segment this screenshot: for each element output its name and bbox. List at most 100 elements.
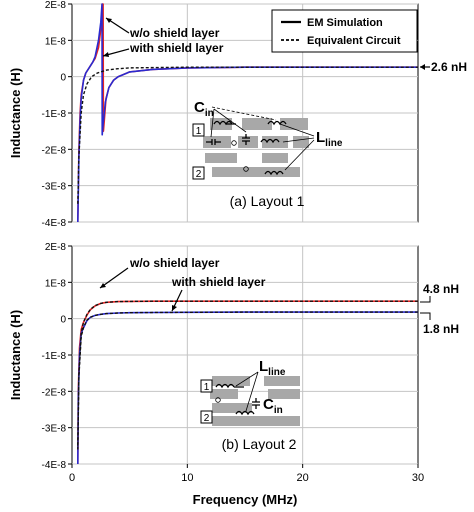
value-marker-bracket-1-8nh <box>420 312 431 320</box>
legend: EM Simulation Equivalent Circuit <box>271 9 418 53</box>
port-2-box <box>200 410 213 424</box>
layout-2-diagram: 1 2 Lline Cin <box>200 358 300 426</box>
series-line-equivalent-circuit-a <box>77 66 418 204</box>
y-tick-label: -2E-8 <box>42 387 67 398</box>
y-ticks-b: 2E-8 1E-8 0 -1E-8 -2E-8 -3E-8 -4E-8 <box>42 242 72 471</box>
inductor-symbol <box>260 138 280 144</box>
diagram-block <box>212 416 300 426</box>
panel-caption-a: (a) Layout 1 <box>230 193 305 209</box>
x-tick-label: 20 <box>297 472 309 484</box>
via-symbol <box>243 166 249 172</box>
label-l-line-a: Lline <box>316 129 343 149</box>
x-tick-label: 10 <box>181 472 193 484</box>
value-label-4-8nh: 4.8 nH <box>423 282 459 296</box>
y-tick-label: 1E-8 <box>45 36 67 47</box>
port-1-box <box>192 123 205 137</box>
label-pointer <box>282 137 315 143</box>
diagram-block <box>280 118 308 130</box>
label-pointer <box>213 108 247 133</box>
grid-b <box>72 245 418 465</box>
port-2-label: 2 <box>204 413 210 424</box>
diagram-block <box>205 153 237 163</box>
series-group-b <box>77 300 418 465</box>
series-line-equivalent-circuit-with-shield-b <box>77 311 418 450</box>
layout-1-diagram: 1 2 Cin Lline <box>192 99 343 180</box>
via-symbol <box>231 140 237 146</box>
value-label-2-6nh: 2.6 nH <box>431 60 467 74</box>
y-axis-label-a: Inductance (H) <box>8 68 23 158</box>
diagram-block <box>212 167 300 177</box>
arrowhead <box>106 18 112 23</box>
annotation-arrow-wo-shield-b <box>99 267 129 289</box>
annotation-with-shield-a: with shield layer <box>129 41 224 55</box>
inductor-symbol <box>264 170 284 176</box>
x-ticks-b: 0 10 20 30 <box>69 464 424 484</box>
inductor-symbol <box>215 383 244 389</box>
panel-b: 2E-8 1E-8 0 -1E-8 -2E-8 -3E-8 -4E-8 0 10 20 30 In… <box>8 242 459 507</box>
port-1-label: 1 <box>204 382 210 393</box>
arrowhead <box>420 64 425 70</box>
series-line-equivalent-circuit-w-o-shield-b <box>77 300 418 446</box>
series-group-a <box>77 3 418 223</box>
y-axis-label-b: Inductance (H) <box>8 310 23 400</box>
port-2-label: 2 <box>196 169 202 180</box>
diagram-block <box>238 136 258 148</box>
diagram-block <box>212 376 250 386</box>
diagram-block <box>212 403 252 413</box>
label-pointer <box>211 106 277 121</box>
panel-a: 2E-8 1E-8 0 -1E-8 -2E-8 -3E-8 -4E-8 Inductance… <box>8 0 467 229</box>
label-c-in-b: Cin <box>263 396 283 416</box>
y-tick-label: -4E-8 <box>42 218 67 229</box>
y-tick-label: -1E-8 <box>42 109 67 120</box>
capacitor-symbol <box>206 139 221 145</box>
port-1-label: 1 <box>196 126 202 137</box>
arrowhead <box>103 52 109 57</box>
diagram-block <box>264 376 300 386</box>
diagram-block <box>262 153 288 163</box>
arrowhead <box>100 283 106 288</box>
legend-label-equivalent-circuit: Equivalent Circuit <box>307 35 401 47</box>
port-2-box <box>192 166 205 180</box>
diagram-block <box>293 136 309 148</box>
via-symbol <box>215 397 221 403</box>
x-tick-label: 0 <box>69 472 75 484</box>
label-pointer <box>284 139 315 171</box>
legend-label-em-simulation: EM Simulation <box>307 17 383 29</box>
inductor-symbol <box>235 410 255 416</box>
diagram-block <box>262 136 288 148</box>
y-ticks-a: 2E-8 1E-8 0 -1E-8 -2E-8 -3E-8 -4E-8 <box>42 0 72 229</box>
legend-box <box>271 9 418 53</box>
diagram-block <box>242 118 272 130</box>
label-l-line-b: Lline <box>259 358 286 378</box>
label-pointer <box>210 108 215 138</box>
annotation-wo-shield-a: w/o shield layer <box>129 26 220 40</box>
y-tick-label: -3E-8 <box>42 424 67 435</box>
capacitor-symbol <box>252 398 260 409</box>
y-tick-label: 0 <box>60 315 66 326</box>
capacitor-symbol <box>242 134 250 145</box>
y-tick-label: 1E-8 <box>45 278 67 289</box>
port-1-box <box>200 379 213 393</box>
diagram-block <box>268 389 300 399</box>
value-label-1-8nh: 1.8 nH <box>423 322 459 336</box>
y-tick-label: -1E-8 <box>42 351 67 362</box>
y-tick-label: -4E-8 <box>42 460 67 471</box>
y-tick-label: -3E-8 <box>42 182 67 193</box>
label-pointer <box>279 123 315 137</box>
arrowhead <box>172 305 177 311</box>
annotation-with-shield-b: with shield layer <box>171 275 266 289</box>
inductor-symbol <box>267 120 287 126</box>
diagram-block <box>210 389 238 399</box>
y-tick-label: 0 <box>60 73 66 84</box>
x-axis-label: Frequency (MHz) <box>193 492 298 507</box>
label-c-in-a: Cin <box>194 99 214 119</box>
value-marker-bracket-4-8nh <box>420 296 431 303</box>
x-tick-label: 30 <box>412 472 424 484</box>
annotation-wo-shield-b: w/o shield layer <box>129 256 220 270</box>
label-pointer <box>235 371 259 387</box>
panel-caption-b: (b) Layout 2 <box>222 436 297 452</box>
label-pointer <box>245 371 259 412</box>
y-tick-label: -2E-8 <box>42 145 67 156</box>
y-tick-label: 2E-8 <box>45 242 67 253</box>
